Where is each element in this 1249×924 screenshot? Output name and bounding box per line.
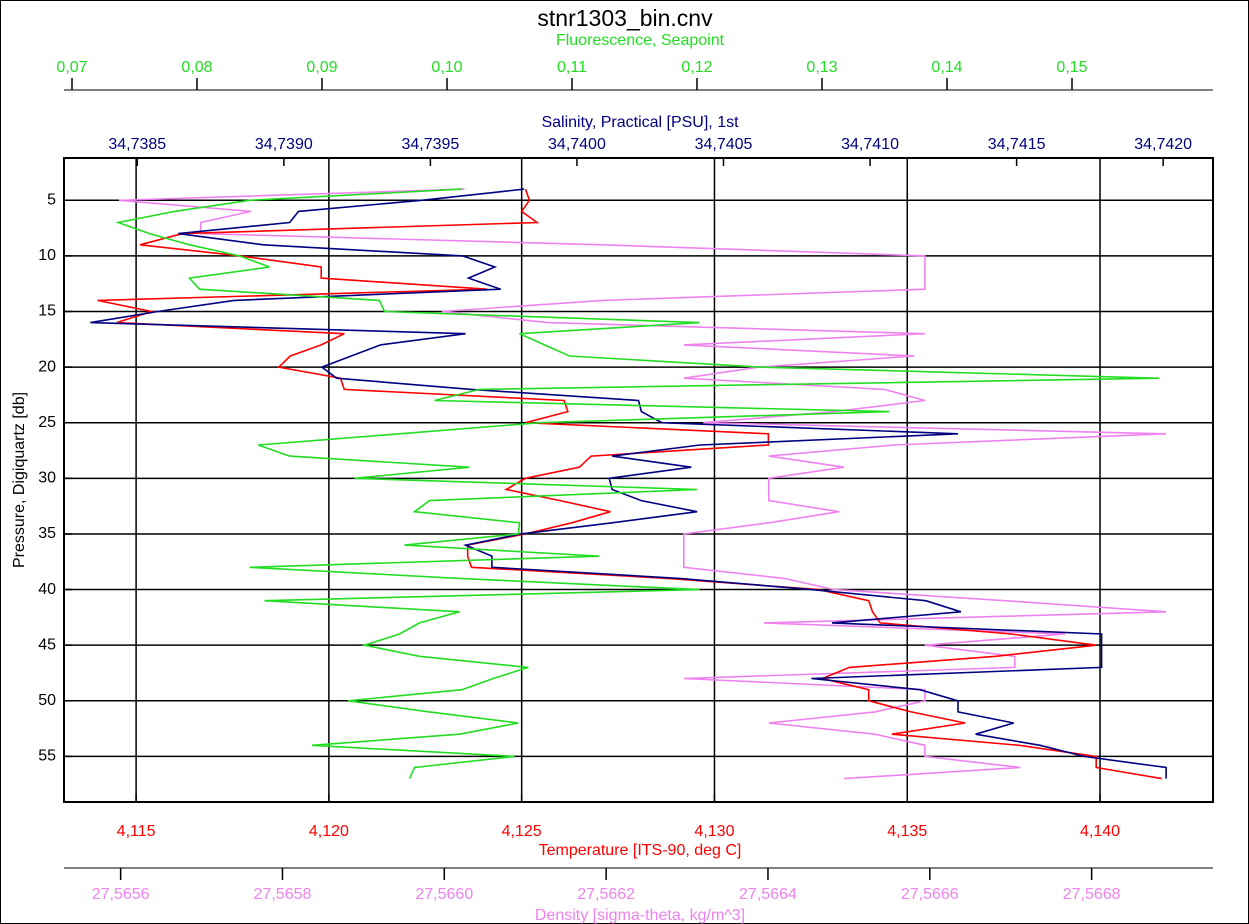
x-axis-label: Temperature [ITS-90, deg C] <box>539 842 742 859</box>
x-tick-label: 27,5660 <box>415 886 473 903</box>
x-tick-label: 0,10 <box>431 59 462 76</box>
x-tick-label: 0,15 <box>1056 59 1087 76</box>
y-tick-label: 50 <box>38 692 56 709</box>
x-tick-label: 34,7400 <box>548 136 606 153</box>
y-tick-label: 20 <box>38 358 56 375</box>
y-tick-label: 5 <box>47 191 56 208</box>
x-tick-label: 27,5664 <box>739 886 797 903</box>
x-tick-label: 0,13 <box>806 59 837 76</box>
x-tick-label: 27,5656 <box>92 886 150 903</box>
x-tick-label: 4,115 <box>117 823 156 840</box>
x-tick-label: 0,11 <box>557 59 587 76</box>
y-tick-label: 15 <box>38 303 56 320</box>
x-tick-label: 4,125 <box>502 823 542 840</box>
x-tick-label: 0,12 <box>681 59 712 76</box>
y-tick-label: 25 <box>38 414 56 431</box>
x-axis-label: Density [sigma-theta, kg/m^3] <box>535 907 745 924</box>
y-tick-label: 35 <box>38 525 56 542</box>
x-tick-label: 0,07 <box>56 59 87 76</box>
x-tick-label: 34,7420 <box>1134 136 1192 153</box>
x-axis-label: Fluorescence, Seapoint <box>556 32 725 49</box>
x-tick-label: 34,7410 <box>841 136 899 153</box>
x-tick-label: 34,7405 <box>695 136 753 153</box>
x-tick-label: 0,14 <box>931 59 962 76</box>
plot-frame <box>63 157 1214 803</box>
x-tick-label: 34,7385 <box>108 136 166 153</box>
y-tick-label: 30 <box>38 470 56 487</box>
y-tick-label: 40 <box>38 581 56 598</box>
x-tick-label: 27,5658 <box>254 886 312 903</box>
x-tick-label: 34,7390 <box>255 136 313 153</box>
x-tick-label: 0,08 <box>181 59 212 76</box>
x-tick-label: 27,5668 <box>1063 886 1121 903</box>
x-tick-label: 4,120 <box>309 823 349 840</box>
x-axis-label: Salinity, Practical [PSU], 1st <box>541 114 739 131</box>
x-tick-label: 27,5666 <box>901 886 959 903</box>
y-tick-label: 55 <box>38 748 56 765</box>
x-tick-label: 4,140 <box>1080 823 1120 840</box>
y-axis-label: Pressure, Digiquartz [db] <box>11 392 28 568</box>
profile-line <box>115 188 1160 779</box>
profile-line <box>90 188 1167 779</box>
x-tick-label: 4,130 <box>694 823 734 840</box>
y-tick-label: 10 <box>38 247 56 264</box>
x-tick-label: 34,7415 <box>988 136 1046 153</box>
x-tick-label: 34,7395 <box>401 136 459 153</box>
x-tick-label: 0,09 <box>306 59 337 76</box>
profile-line <box>118 188 1167 780</box>
x-tick-label: 27,5662 <box>577 886 635 903</box>
x-tick-label: 4,135 <box>887 823 927 840</box>
y-tick-label: 45 <box>38 636 56 653</box>
chart-title: stnr1303_bin.cnv <box>537 5 713 31</box>
